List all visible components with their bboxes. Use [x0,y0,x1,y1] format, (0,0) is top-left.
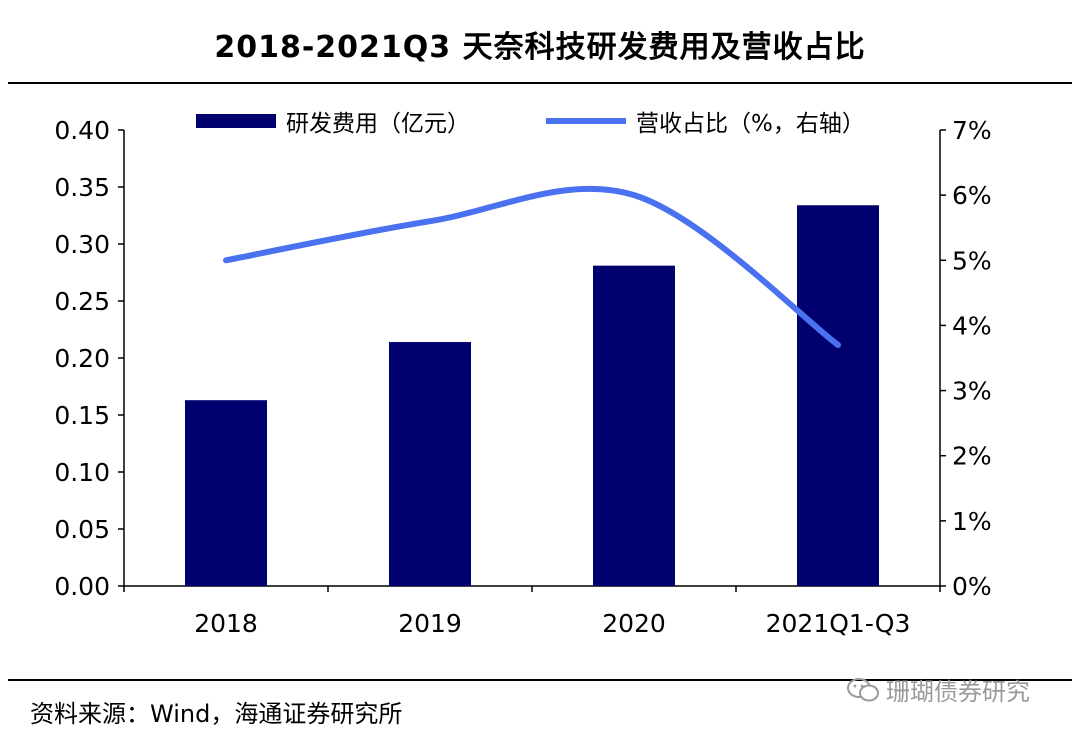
legend-bar-swatch [196,114,276,128]
x-tick-label: 2019 [398,609,462,638]
right-tick-label: 4% [952,311,992,340]
right-tick-label: 6% [952,181,992,210]
left-tick-label: 0.40 [54,116,110,145]
x-tick-label: 2021Q1-Q3 [766,609,911,638]
source-note: 资料来源：Wind，海通证券研究所 [30,700,403,728]
left-tick-label: 0.20 [54,344,110,373]
bar [593,265,675,586]
bar [797,205,879,587]
x-tick-label: 2020 [602,609,666,638]
legend-bar-label: 研发费用（亿元） [286,111,470,137]
top-rule [8,82,1072,84]
ratio-line [223,185,841,348]
right-tick-label: 2% [952,442,992,471]
chart-title: 2018-2021Q3 天奈科技研发费用及营收占比 [214,30,866,65]
left-tick-label: 0.10 [54,458,110,487]
watermark: 珊瑚债券研究 [846,672,1030,707]
bar [389,342,471,586]
wechat-icon [847,677,879,701]
right-tick-label: 0% [952,572,992,601]
bottom-rule [8,679,1072,681]
left-tick-label: 0.30 [54,230,110,259]
left-tick-label: 0.05 [54,515,110,544]
left-tick-label: 0.00 [54,572,110,601]
right-tick-label: 7% [952,116,992,145]
left-tick-label: 0.35 [54,173,110,202]
watermark-text: 珊瑚债券研究 [886,678,1030,706]
x-tick-label: 2018 [194,609,258,638]
left-tick-label: 0.25 [54,287,110,316]
right-tick-label: 1% [952,507,992,536]
legend-line-label: 营收占比（%，右轴） [636,111,865,137]
right-tick-label: 3% [952,377,992,406]
left-tick-label: 0.15 [54,401,110,430]
right-tick-label: 5% [952,246,992,275]
bar [185,400,267,586]
